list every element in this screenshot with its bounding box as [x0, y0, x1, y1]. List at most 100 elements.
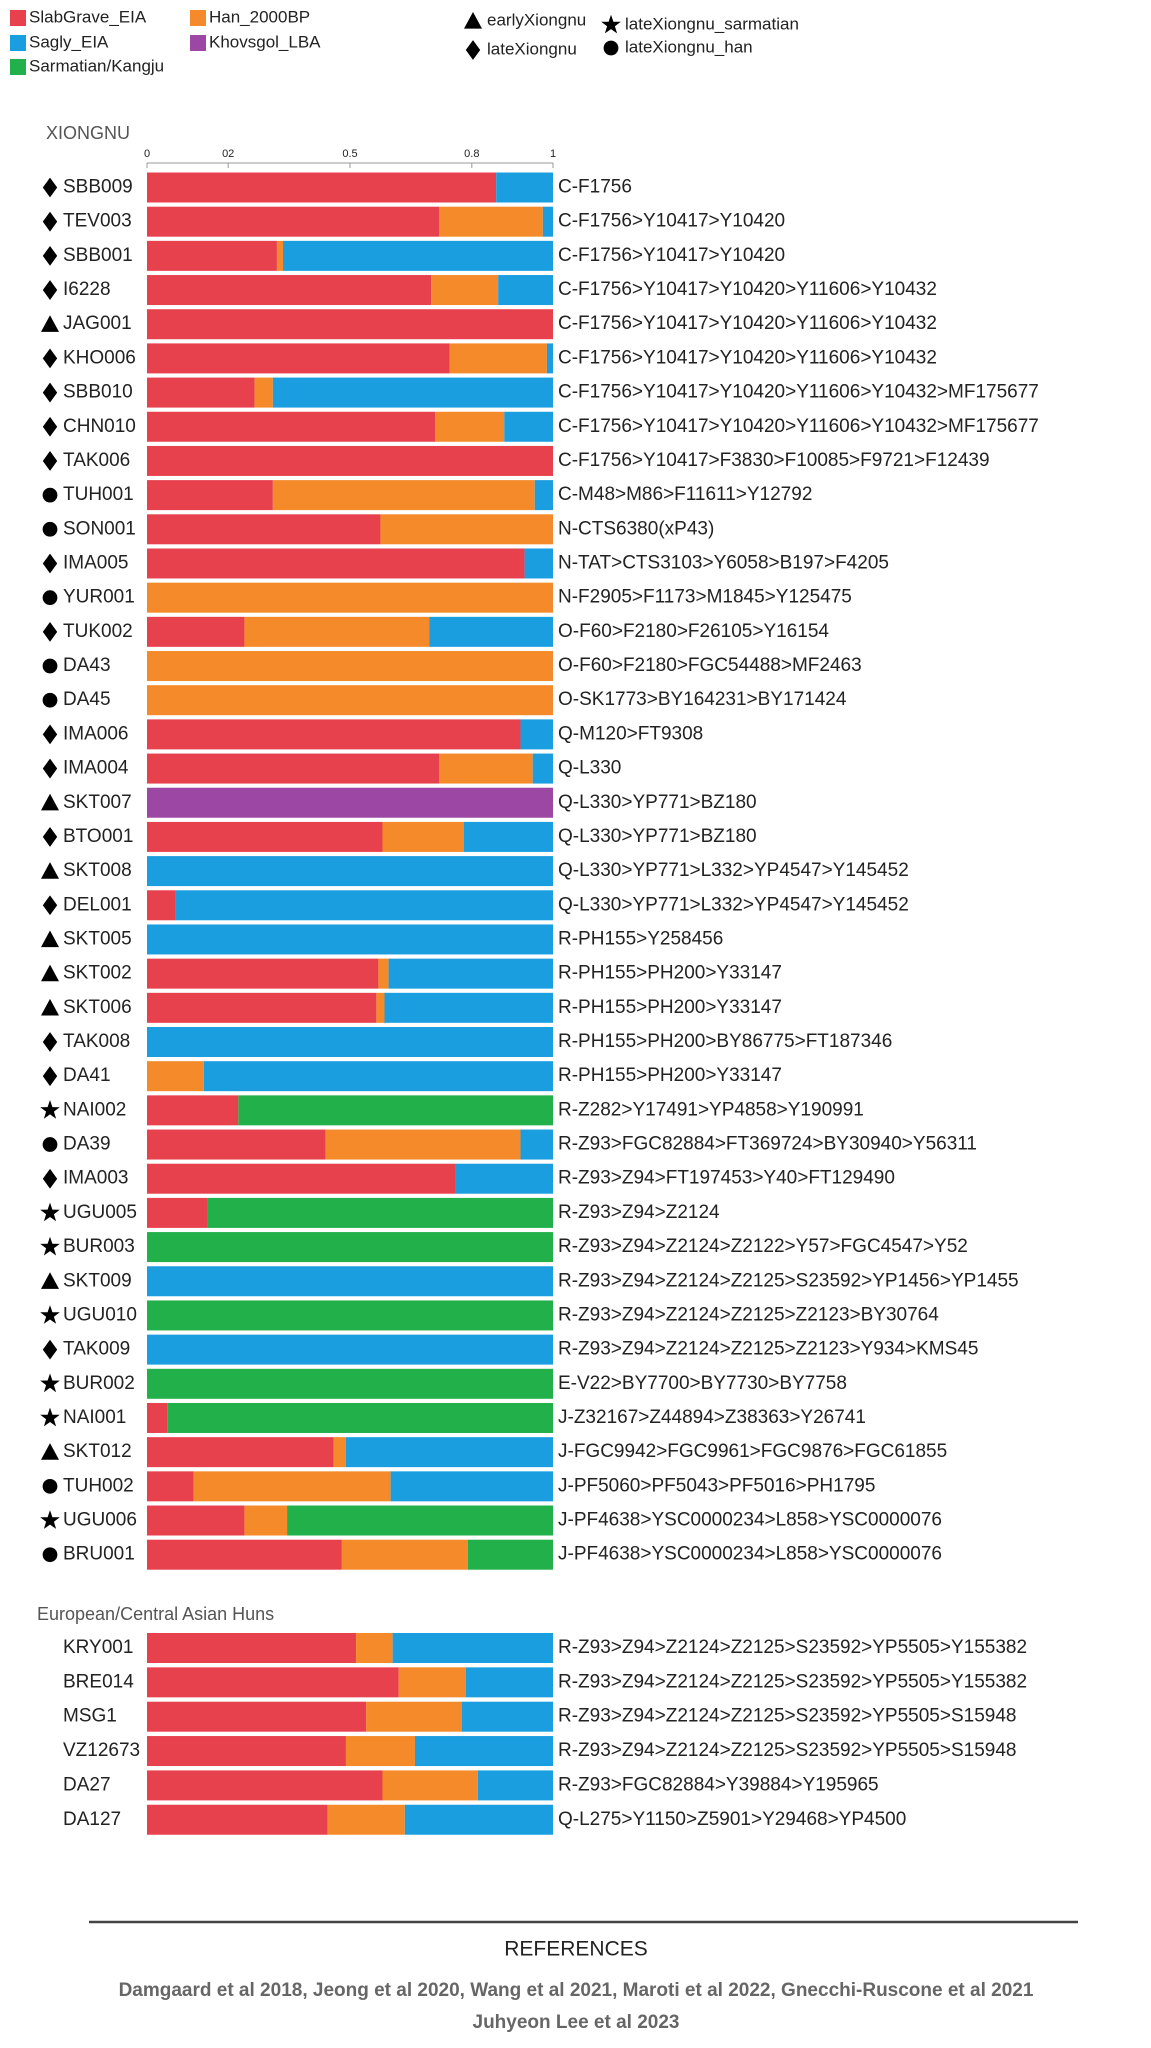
- bar-segment: [376, 992, 385, 1023]
- reference-line: Damgaard et al 2018, Jeong et al 2020, W…: [119, 1980, 1034, 2001]
- sample-name: SKT009: [63, 1270, 132, 1291]
- legend-swatch: [190, 10, 206, 26]
- sample-name: UGU006: [63, 1510, 137, 1531]
- sample-marker: [41, 1443, 59, 1460]
- sample-marker: [42, 692, 58, 708]
- sample-name: CHN010: [63, 416, 136, 437]
- sample-marker: [40, 1510, 60, 1529]
- sample-marker: [42, 1547, 58, 1563]
- sample-name: UGU010: [63, 1304, 137, 1325]
- sample-marker: [42, 1032, 58, 1052]
- bar-segment: [498, 275, 553, 306]
- bar-segment: [147, 1804, 328, 1835]
- sample-name: SBB009: [63, 177, 133, 198]
- sample-marker: [42, 758, 58, 779]
- bar-segment: [276, 240, 284, 271]
- bar-segment: [203, 1061, 553, 1092]
- bar-segment: [147, 958, 379, 989]
- bar-segment: [477, 1770, 553, 1801]
- bar-segment: [147, 1633, 357, 1663]
- bar-segment: [147, 206, 440, 237]
- bar-segment: [147, 1129, 326, 1160]
- sample-name: NAI002: [63, 1099, 126, 1120]
- sample-marker: [42, 280, 58, 300]
- sample-marker: [40, 1305, 60, 1324]
- haplogroup-label: R-Z93>Z94>Z2124>Z2125>S23592>YP5505>Y155…: [558, 1637, 1027, 1658]
- sample-name: DA45: [63, 689, 111, 710]
- legend-label: SlabGrave_EIA: [29, 7, 147, 26]
- haplogroup-label: Q-L330>YP771>L332>YP4547>Y145452: [558, 894, 909, 915]
- sample-name: TEV003: [63, 211, 132, 232]
- sample-marker: [42, 521, 58, 537]
- haplogroup-label: O-F60>F2180>F26105>Y16154: [558, 621, 829, 642]
- legend-marker: [464, 12, 482, 29]
- haplogroup-label: Q-L330: [558, 758, 621, 779]
- bar-segment: [520, 1129, 553, 1160]
- sample-name: BTO001: [63, 826, 133, 847]
- bar-segment: [439, 206, 543, 237]
- bar-segment: [496, 172, 553, 203]
- bar-segment: [147, 1300, 553, 1331]
- sample-name: SBB001: [63, 245, 133, 266]
- bar-segment: [147, 821, 383, 852]
- sample-marker: [40, 1407, 60, 1427]
- bar-segment: [147, 1334, 553, 1365]
- bar-segment: [463, 821, 553, 852]
- legend-swatch: [190, 35, 206, 51]
- bar-segment: [449, 343, 547, 374]
- bar-segment: [467, 1539, 553, 1570]
- haplogroup-label: R-PH155>PH200>BY86775>FT187346: [558, 1031, 892, 1052]
- haplogroup-label: J-FGC9942>FGC9961>FGC9876>FGC61855: [558, 1441, 947, 1462]
- bar-segment: [254, 377, 273, 408]
- haplogroup-label: C-F1756>Y10417>Y10420>Y11606>Y10432: [558, 279, 937, 300]
- sample-name: YUR001: [63, 587, 135, 608]
- haplogroup-label: E-V22>BY7700>BY7730>BY7758: [558, 1373, 847, 1394]
- bar-segment: [341, 1539, 468, 1570]
- bar-segment: [147, 1095, 239, 1126]
- bar-segment: [147, 1437, 334, 1468]
- bar-segment: [147, 1736, 346, 1767]
- sample-name: IMA003: [63, 1168, 128, 1189]
- sample-name: BUR002: [63, 1373, 135, 1394]
- sample-name: TUK002: [63, 621, 133, 642]
- bar-segment: [147, 548, 525, 579]
- bar-segment: [534, 480, 553, 511]
- haplogroup-label: N-F2905>F1173>M1845>Y125475: [558, 587, 852, 608]
- bar-segment: [193, 1471, 391, 1502]
- bar-segment: [147, 1027, 553, 1057]
- haplogroup-label: C-F1756>Y10417>Y10420: [558, 245, 785, 266]
- sample-name: SKT002: [63, 963, 132, 984]
- haplogroup-label: R-Z93>FGC82884>Y39884>Y195965: [558, 1774, 879, 1795]
- bar-segment: [504, 411, 553, 442]
- sample-name: SKT005: [63, 928, 132, 949]
- sample-marker: [40, 1100, 60, 1119]
- bar-segment: [147, 582, 553, 613]
- bar-segment: [167, 1402, 554, 1433]
- haplogroup-label: Q-L330>YP771>BZ180: [558, 792, 757, 813]
- legend-label: lateXiongnu_sarmatian: [625, 14, 799, 33]
- bar-segment: [356, 1633, 393, 1663]
- legend-label: Khovsgol_LBA: [209, 32, 321, 51]
- sample-name: SKT012: [63, 1441, 132, 1462]
- haplogroup-label: R-Z93>Z94>Z2124>Z2125>Z2123>BY30764: [558, 1304, 939, 1325]
- haplogroup-label: C-F1756>Y10417>Y10420: [558, 211, 785, 232]
- legend-swatch: [10, 10, 26, 26]
- bar-segment: [390, 1471, 553, 1502]
- legend-marker: [601, 14, 621, 34]
- sample-name: BUR003: [63, 1236, 135, 1257]
- haplogroup-label: R-Z93>Z94>Z2124>Z2125>S23592>YP5505>Y155…: [558, 1671, 1027, 1692]
- sample-marker: [42, 348, 58, 369]
- bar-segment: [147, 1539, 342, 1570]
- sample-name: IMA005: [63, 552, 128, 573]
- sample-name: I6228: [63, 279, 111, 300]
- haplogroup-label: C-F1756: [558, 177, 632, 198]
- sample-name: SKT007: [63, 792, 132, 813]
- haplogroup-label: N-TAT>CTS3103>Y6058>B197>F4205: [558, 552, 889, 573]
- sample-marker: [42, 451, 58, 471]
- x-tick-label: 0.5: [342, 148, 357, 160]
- bar-segment: [524, 548, 553, 579]
- bar-segment: [147, 616, 245, 647]
- sample-name: UGU005: [63, 1202, 137, 1223]
- bar-segment: [147, 1402, 168, 1433]
- bar-segment: [147, 172, 497, 203]
